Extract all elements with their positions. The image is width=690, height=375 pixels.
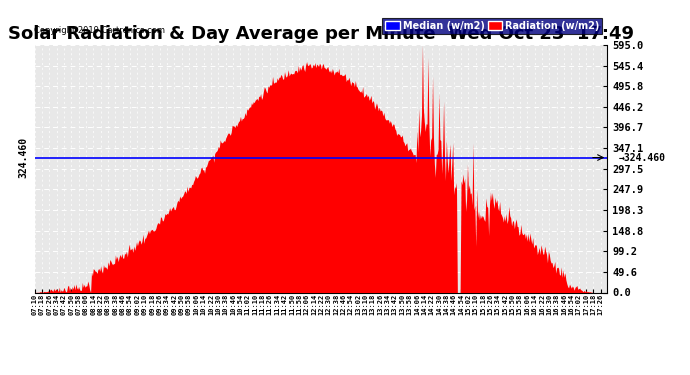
Text: 324.460: 324.460	[19, 137, 29, 178]
Text: Copyright 2019 Cartronics.com: Copyright 2019 Cartronics.com	[34, 26, 166, 35]
Legend: Median (w/m2), Radiation (w/m2): Median (w/m2), Radiation (w/m2)	[382, 18, 602, 33]
Text: →324.460: →324.460	[619, 153, 666, 162]
Title: Solar Radiation & Day Average per Minute  Wed Oct 23  17:49: Solar Radiation & Day Average per Minute…	[8, 26, 634, 44]
